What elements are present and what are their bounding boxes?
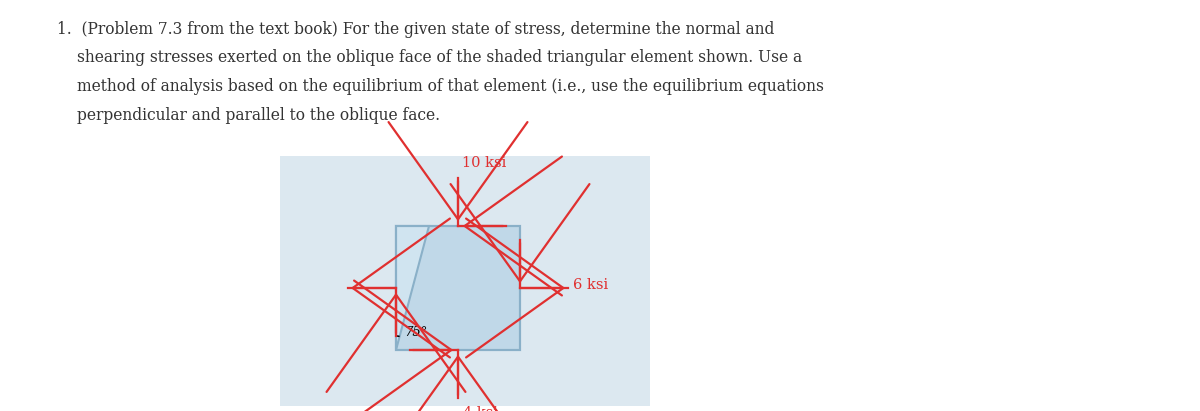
- Text: 1.  (Problem 7.3 from the text book) For the given state of stress, determine th: 1. (Problem 7.3 from the text book) For …: [58, 21, 774, 38]
- Bar: [396, 226, 520, 350]
- Text: 6 ksi: 6 ksi: [574, 278, 608, 292]
- Text: 10 ksi: 10 ksi: [462, 156, 506, 170]
- Text: 4 ksi: 4 ksi: [463, 406, 498, 411]
- Text: perpendicular and parallel to the oblique face.: perpendicular and parallel to the obliqu…: [77, 106, 440, 123]
- Polygon shape: [396, 226, 430, 350]
- Text: method of analysis based on the equilibrium of that element (i.e., use the equil: method of analysis based on the equilibr…: [77, 78, 824, 95]
- Text: shearing stresses exerted on the oblique face of the shaded triangular element s: shearing stresses exerted on the oblique…: [77, 49, 802, 67]
- Bar: [396, 226, 520, 350]
- Text: 75°: 75°: [404, 326, 427, 339]
